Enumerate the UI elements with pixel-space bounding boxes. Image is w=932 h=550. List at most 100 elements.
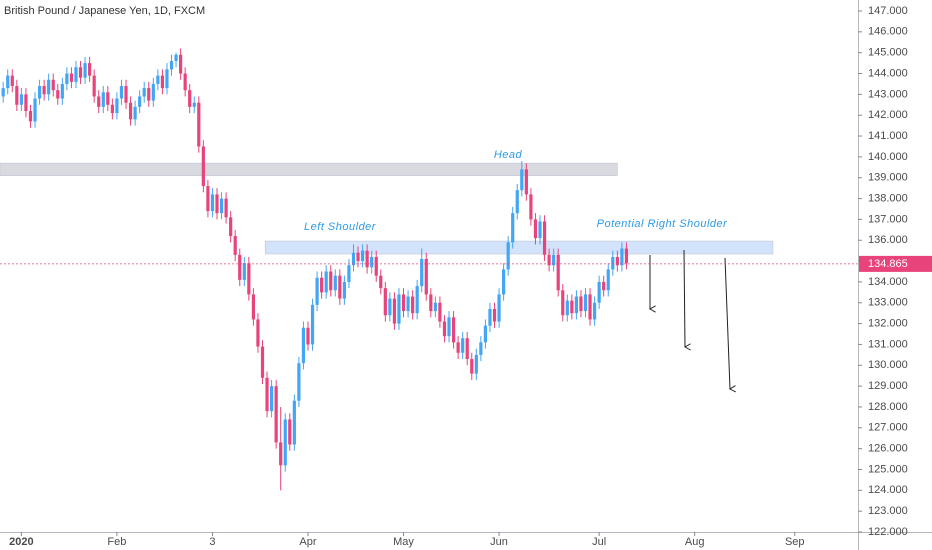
candle-body — [260, 346, 265, 378]
candle-body — [429, 294, 433, 312]
y-tick-label: 134.000 — [868, 276, 908, 288]
candle-body — [42, 86, 46, 95]
candle-body — [238, 254, 242, 280]
annotation: Left Shoulder — [304, 221, 377, 233]
candle-body — [224, 198, 228, 218]
y-tick-label: 139.000 — [868, 172, 908, 184]
candle-body — [292, 400, 296, 445]
candle-body — [156, 75, 160, 84]
candle-body — [370, 256, 374, 268]
candle-body — [101, 92, 105, 107]
candle-body — [74, 67, 78, 82]
x-tick-label: Jun — [490, 536, 508, 548]
candle-body — [570, 300, 574, 314]
candle-body — [515, 190, 519, 214]
candle-body — [479, 342, 483, 355]
candle-body — [251, 294, 255, 320]
candle-body — [392, 298, 397, 324]
candle-body — [365, 250, 369, 268]
candle-body — [56, 90, 60, 99]
candle-body — [533, 219, 538, 239]
candle-body — [620, 248, 624, 266]
candle-body — [215, 194, 219, 214]
y-tick-label: 130.000 — [868, 359, 908, 371]
y-tick-label: 140.000 — [868, 151, 908, 163]
candle-body — [483, 325, 488, 343]
arrow — [724, 257, 730, 389]
candle-body — [219, 198, 224, 214]
candle-body — [128, 102, 133, 120]
zone — [0, 162, 618, 176]
x-tick-label: Feb — [107, 536, 126, 548]
candle-body — [201, 146, 205, 187]
candle-body — [274, 386, 278, 443]
candle-body — [433, 302, 437, 312]
candle-body — [301, 327, 306, 364]
candle-body — [379, 275, 383, 289]
candle-body — [297, 363, 301, 401]
candle-body — [320, 277, 324, 293]
candle-body — [465, 338, 469, 360]
candle-body — [142, 88, 146, 97]
chart-title: British Pound / Japanese Yen, 1D, FXCM — [4, 5, 205, 17]
candle-body — [451, 317, 456, 343]
arrow — [683, 249, 685, 347]
candle-body — [188, 90, 192, 107]
candle-body — [574, 296, 578, 314]
last-price-label: 134.865 — [868, 258, 908, 270]
candle-body — [461, 338, 465, 353]
candle-body — [169, 61, 174, 70]
candle-body — [6, 75, 10, 89]
candle-body — [497, 294, 501, 322]
y-tick-label: 126.000 — [868, 443, 908, 455]
candle-body — [456, 342, 460, 353]
candle-body — [65, 73, 69, 84]
candle-body — [329, 271, 333, 291]
candle-body — [160, 75, 165, 89]
candle-body — [279, 442, 283, 466]
annotation: Head — [494, 149, 523, 161]
candle-body — [492, 309, 497, 322]
candle-body — [342, 281, 346, 299]
candle-body — [33, 98, 37, 122]
candle-body — [588, 294, 592, 320]
last-price-box — [859, 255, 932, 272]
candle-body — [256, 319, 260, 347]
y-tick-label: 122.000 — [868, 526, 908, 538]
y-tick-label: 138.000 — [868, 192, 908, 204]
candle-body — [283, 419, 287, 466]
y-tick-label: 127.000 — [868, 422, 908, 434]
candle-body — [133, 106, 137, 120]
candle-body — [97, 96, 101, 107]
candle-body — [447, 317, 451, 337]
candle-body — [92, 75, 96, 97]
candle-body — [183, 73, 187, 91]
candle-body — [147, 88, 151, 101]
candle-body — [192, 102, 196, 107]
candle-body — [47, 79, 51, 95]
candle-body — [110, 104, 114, 114]
y-tick-label: 132.000 — [868, 318, 908, 330]
candle-body — [83, 63, 87, 78]
candle-body — [197, 102, 201, 147]
candle-body — [37, 86, 42, 99]
candle-body — [151, 83, 155, 101]
candle-body — [615, 256, 619, 266]
x-tick-label: 2020 — [9, 536, 33, 548]
candle-body — [552, 254, 556, 266]
candle-body — [538, 221, 542, 239]
candle-body — [356, 252, 360, 262]
candle-body — [442, 321, 447, 337]
candle-body — [124, 86, 128, 103]
y-tick-label: 143.000 — [868, 88, 908, 100]
candle-body — [78, 67, 83, 78]
y-tick-label: 128.000 — [868, 401, 908, 413]
x-tick-label: Aug — [685, 536, 705, 548]
y-tick-label: 131.000 — [868, 338, 908, 350]
candle-body — [28, 111, 33, 122]
candle-body — [556, 254, 560, 291]
x-tick-label: Jul — [592, 536, 606, 548]
candle-body — [420, 258, 424, 287]
candle-body — [88, 63, 92, 76]
candle-body — [179, 54, 183, 74]
